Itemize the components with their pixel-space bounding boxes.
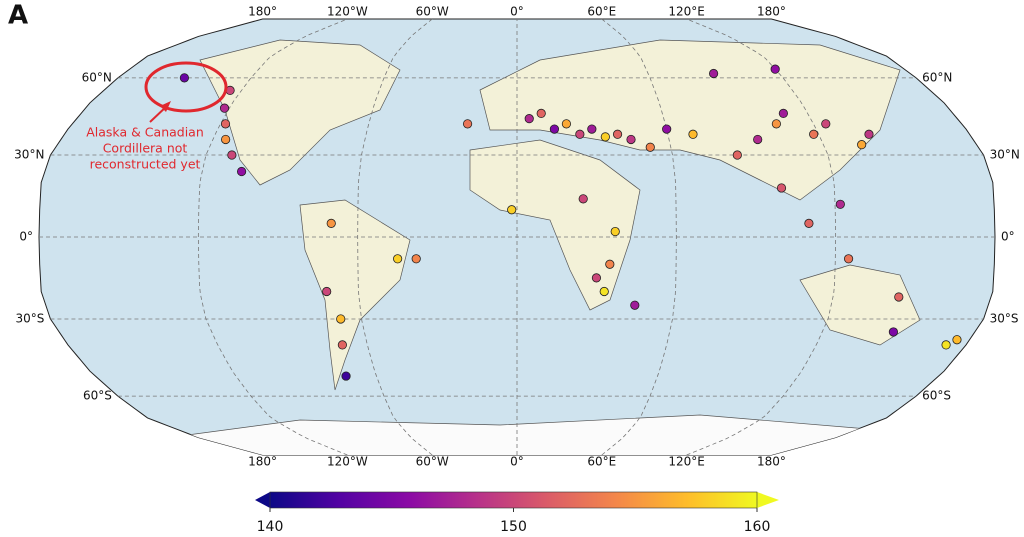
sample-point [227, 150, 237, 160]
sample-point [776, 183, 787, 193]
sample-point [645, 142, 655, 152]
sample-point [771, 119, 781, 129]
sample-point [393, 254, 403, 264]
lat-label-right: 0° [1001, 230, 1015, 244]
sample-point [219, 103, 230, 113]
lon-label-top: 180° [248, 5, 277, 19]
colorbar: 140 150 160 [255, 491, 779, 535]
sample-point [941, 340, 951, 350]
lon-label-top: 60°W [416, 5, 449, 19]
sample-point [179, 73, 189, 83]
map [38, 18, 996, 456]
sample-point [549, 124, 560, 134]
arrow-head [160, 101, 171, 112]
sample-point [337, 340, 347, 350]
sample-point [835, 199, 845, 209]
lat-label-right: 60°S [922, 389, 951, 403]
sample-point [843, 254, 854, 264]
sample-point [591, 273, 602, 283]
sample-point [336, 314, 346, 324]
sample-point [821, 119, 831, 129]
sample-point [626, 134, 636, 145]
sample-point [322, 286, 332, 297]
colorbar-ramp [269, 491, 758, 509]
lon-label-bottom: 60°E [587, 455, 616, 469]
colorbar-tick-label: 150 [500, 519, 527, 535]
colorbar-tick-label: 160 [744, 519, 771, 535]
sample-point [857, 140, 867, 150]
sample-point [575, 129, 585, 139]
lon-label-bottom: 120°E [668, 455, 705, 469]
lat-label-left: 0° [19, 230, 33, 244]
sample-point [732, 150, 742, 160]
lat-label-left: 60°S [83, 389, 112, 403]
lon-label-bottom: 180° [248, 455, 277, 469]
south-america [299, 199, 411, 391]
sample-point [894, 292, 904, 302]
sample-point [411, 254, 421, 264]
sample-point [804, 218, 814, 228]
lon-label-top: 120°W [327, 5, 368, 19]
africa [469, 139, 641, 311]
annotation-text: Cordillera not [103, 141, 188, 156]
sample-point [630, 300, 640, 310]
lon-label-bottom: 120°W [327, 455, 368, 469]
panel-label: A [8, 1, 28, 31]
sample-point [220, 119, 231, 129]
colorbar-extend-low [255, 492, 270, 508]
colorbar-extend-high [757, 492, 779, 508]
sample-point [709, 68, 719, 79]
lon-label-top: 180° [757, 5, 786, 19]
lon-label-top: 60°E [587, 5, 616, 19]
sample-point [507, 205, 517, 215]
lat-label-left: 60°N [82, 70, 112, 84]
lat-label-right: 30°N [990, 148, 1020, 162]
sample-point [600, 132, 610, 142]
annotation-text: Alaska & Canadian [86, 125, 204, 140]
sample-point [599, 286, 609, 297]
sample-point [237, 166, 247, 177]
lon-label-top: 120°E [668, 5, 705, 19]
sample-point [888, 327, 899, 337]
sample-point [688, 129, 698, 139]
annotation: Alaska & Canadian Cordillera not reconst… [86, 61, 228, 172]
sample-point [605, 259, 615, 269]
antarctica [119, 414, 901, 455]
sample-point [341, 371, 351, 381]
lat-label-left: 30°S [16, 311, 45, 325]
sample-point [610, 226, 620, 237]
lon-label-bottom: 60°W [416, 455, 449, 469]
annotation-text: reconstructed yet [90, 157, 201, 172]
sample-point [952, 335, 962, 345]
australia [799, 264, 921, 346]
north-america [199, 39, 401, 186]
lon-label-bottom: 180° [757, 455, 786, 469]
sample-point [561, 119, 572, 129]
highlight-circle [144, 61, 228, 113]
colorbar-tick-label: 140 [257, 519, 284, 535]
sample-point [587, 124, 597, 134]
sample-point [778, 108, 788, 118]
sample-point [753, 134, 763, 145]
sample-point [662, 124, 672, 134]
sample-point [578, 194, 588, 204]
lon-label-top: 0° [510, 5, 524, 19]
sample-point [864, 129, 874, 139]
sample-point [612, 129, 623, 139]
sample-point [770, 64, 780, 74]
sample-point [462, 119, 473, 129]
sample-point [809, 129, 819, 139]
lat-label-right: 30°S [990, 311, 1019, 325]
land [119, 39, 921, 455]
lon-label-bottom: 0° [510, 455, 524, 469]
sample-point [524, 114, 534, 124]
lat-label-right: 60°N [922, 70, 952, 84]
lat-label-left: 30°N [14, 148, 44, 162]
sample-point [536, 108, 546, 118]
sample-point [326, 218, 336, 228]
sample-point [221, 134, 231, 145]
